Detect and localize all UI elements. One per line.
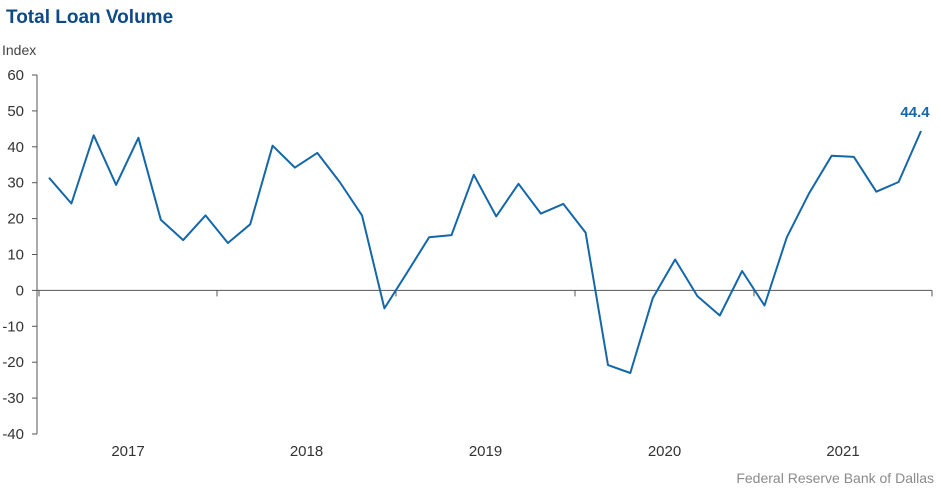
source-note: Federal Reserve Bank of Dallas bbox=[736, 470, 934, 486]
x-tick-label: 2018 bbox=[290, 443, 323, 460]
x-tick-label: 2017 bbox=[111, 443, 144, 460]
x-tick-label: 2021 bbox=[826, 443, 859, 460]
y-tick-label: -30 bbox=[2, 390, 24, 407]
series-line bbox=[48, 130, 922, 374]
annotation-layer: 44.4 bbox=[900, 104, 930, 121]
chart-title: Total Loan Volume bbox=[6, 7, 174, 28]
y-tick-label: -10 bbox=[2, 318, 24, 335]
y-tick-label: 10 bbox=[7, 247, 24, 264]
y-tick-label: 30 bbox=[7, 175, 24, 192]
y-tick-label: 20 bbox=[7, 211, 24, 228]
y-axis: -40 -30 -20 -10 0 10 20 30 40 50 60 bbox=[2, 67, 38, 443]
y-tick-label: 50 bbox=[7, 103, 24, 120]
x-tick-label: 2019 bbox=[469, 443, 502, 460]
y-tick-label: 40 bbox=[7, 139, 24, 156]
x-axis: 2017 2018 2019 2020 2021 bbox=[37, 289, 933, 460]
y-tick-label: -40 bbox=[2, 426, 24, 443]
y-tick-label: 60 bbox=[7, 67, 24, 84]
y-tick-label: 0 bbox=[16, 282, 24, 299]
x-tick-label: 2020 bbox=[648, 443, 681, 460]
y-axis-title: Index bbox=[2, 42, 36, 58]
y-tick-label: -20 bbox=[2, 354, 24, 371]
series-layer bbox=[48, 130, 922, 374]
last-value-label: 44.4 bbox=[900, 104, 930, 121]
